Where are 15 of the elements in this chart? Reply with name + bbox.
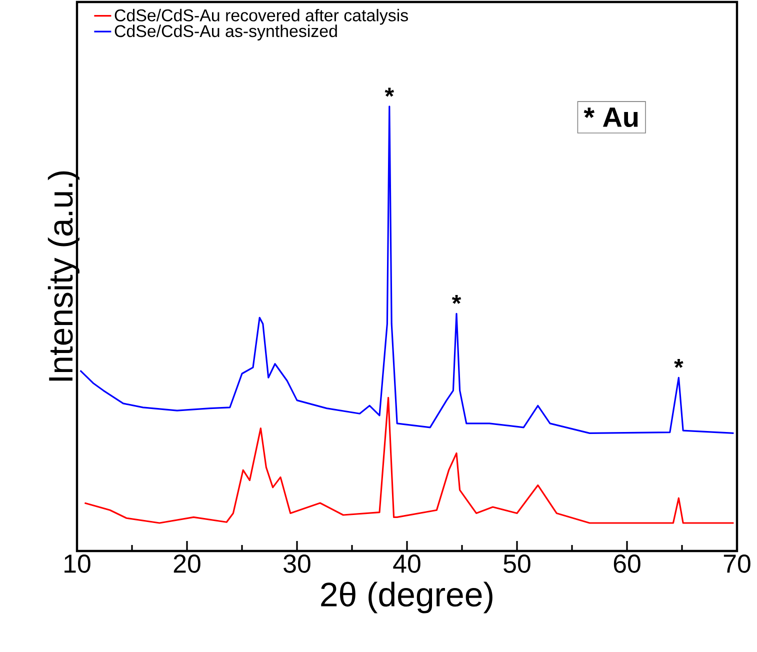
annotation: * [452,294,462,304]
y-axis-title: Intensity (a.u.) [48,171,80,381]
x-tick-label: 70 [724,554,750,573]
annotation: * [674,358,684,368]
x-tick-label: 10 [64,554,90,573]
legend-label: CdSe/CdS-Au as-synthesized [114,24,337,40]
x-tick-label: 40 [393,554,420,573]
annotation: * Au [584,108,638,128]
x-tick-label: 60 [614,554,640,573]
legend-label: CdSe/CdS-Au recovered after catalysis [114,8,408,25]
x-axis-title: 2θ (degree) [321,582,492,614]
x-tick-label: 20 [174,554,200,573]
x-tick-label: 30 [284,554,310,573]
x-tick-label: 50 [504,554,530,573]
annotation: * [384,88,394,97]
